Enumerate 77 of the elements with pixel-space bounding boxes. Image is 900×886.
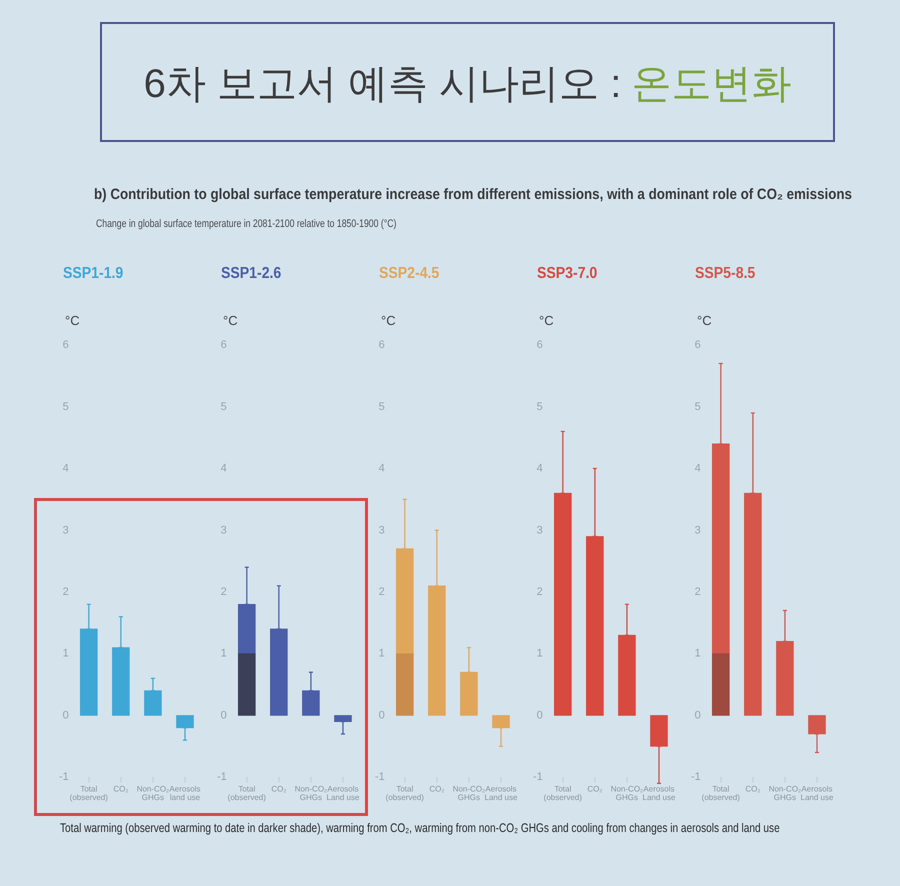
bar [712,653,730,716]
y-tick-label: 0 [536,709,543,722]
y-axis-title: °C [697,313,712,328]
y-tick-label: 6 [694,339,701,352]
y-tick-label: 1 [220,648,227,660]
x-tick-label: CO₂ [587,784,602,794]
y-tick-label: 2 [536,586,543,598]
y-tick-label: 6 [220,339,227,352]
y-axis-title: °C [381,313,396,328]
y-tick-label: 2 [378,586,385,598]
y-tick-label: -1 [59,771,69,784]
y-tick-label: 1 [536,648,543,660]
y-tick-label: -1 [375,771,385,784]
chart-title: SSP1-2.6 [221,265,282,283]
x-tick-label: Aerosols land use [169,784,201,802]
y-tick-label: 4 [62,462,69,475]
y-tick-label: 0 [694,709,701,722]
x-tick-label: Aerosols Land use [642,784,676,802]
y-tick-label: 3 [62,524,69,536]
y-tick-label: 1 [62,648,69,660]
x-tick-label: Total (observed) [70,784,108,802]
y-tick-label: -1 [217,771,227,784]
chart-title: SSP2-4.5 [379,265,440,283]
x-tick-label: Aerosols Land use [484,784,518,802]
y-tick-label: 6 [62,339,69,352]
x-tick-label: CO₂ [271,784,286,794]
y-tick-label: 2 [62,586,69,598]
x-tick-label: Non-CO₂ GHGs [768,784,802,802]
chart-title: SSP5-8.5 [695,265,756,283]
y-tick-label: 5 [220,400,227,413]
x-tick-label: Aerosols Land use [326,784,360,802]
y-tick-label: 4 [694,462,701,475]
x-tick-label: Non-CO₂ GHGs [136,784,170,802]
y-tick-label: 0 [378,709,385,722]
y-tick-label: 5 [62,400,69,413]
x-tick-label: Total (observed) [386,784,424,802]
text: Total warming (observed warming to date in darker shade), warming from CO₂, warming from non-CO₂ GHGs and cooling from changes in aerosols and land use [60,821,780,835]
x-tick-label: Aerosols Land use [800,784,834,802]
y-axis-title: °C [539,313,554,328]
y-axis-title: °C [223,313,238,328]
y-tick-label: 4 [378,462,385,475]
y-tick-label: 5 [378,400,385,413]
y-tick-label: 2 [694,586,701,598]
y-tick-label: 5 [694,400,701,413]
chart-title: SSP1-1.9 [63,265,124,283]
y-tick-label: 3 [536,524,543,536]
y-tick-label: 3 [378,524,385,536]
x-tick-label: CO₂ [113,784,128,794]
y-tick-label: 5 [536,400,543,413]
y-tick-label: 2 [220,586,227,598]
y-axis-title: °C [65,313,80,328]
text: Change in global surface temperature in 2081-2100 relative to 1850-1900 (°C) [96,218,396,230]
y-tick-label: -1 [533,771,543,784]
x-tick-label: Total (observed) [702,784,740,802]
text: 6차 보고서 예측 시나리오 : 온도변화 [144,62,792,106]
y-tick-label: 0 [220,709,227,722]
x-tick-label: CO₂ [429,784,444,794]
x-tick-label: Non-CO₂ GHGs [452,784,486,802]
text: b) Contribution to global surface temperature increase from different emissions, with a dominant role of CO₂ emissions [94,186,852,203]
bar [238,653,256,716]
x-tick-label: Total (observed) [228,784,266,802]
y-tick-label: -1 [691,771,701,784]
y-tick-label: 6 [536,339,543,352]
x-tick-label: Non-CO₂ GHGs [294,784,328,802]
x-tick-label: CO₂ [745,784,760,794]
y-tick-label: 0 [62,709,69,722]
y-tick-label: 3 [694,524,701,536]
bar [396,653,414,716]
x-tick-label: Total (observed) [544,784,582,802]
y-tick-label: 1 [378,648,385,660]
y-tick-label: 4 [220,462,227,475]
y-tick-label: 4 [536,462,543,475]
y-tick-label: 6 [378,339,385,352]
y-tick-label: 1 [694,648,701,660]
y-tick-label: 3 [220,524,227,536]
chart-title: SSP3-7.0 [537,265,598,283]
x-tick-label: Non-CO₂ GHGs [610,784,644,802]
